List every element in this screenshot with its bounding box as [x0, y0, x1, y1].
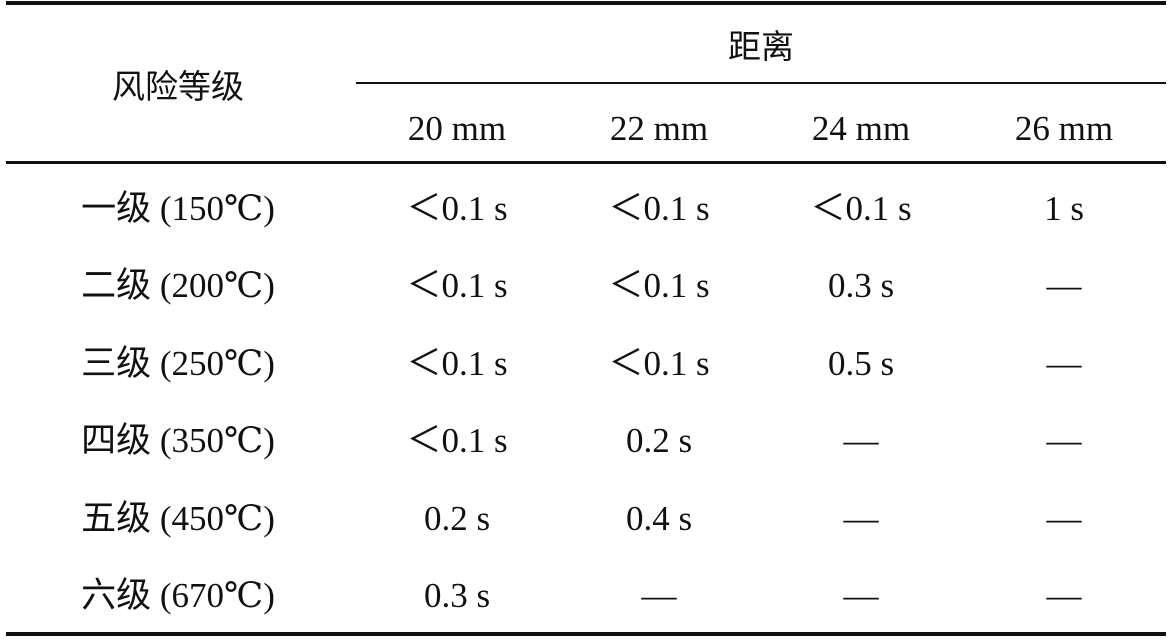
header-distance-24: 24 mm [811, 108, 911, 148]
time-cell: 0.2 s [625, 421, 693, 460]
time-cell: — [1046, 266, 1082, 305]
time-cell: ＜0.1 s [406, 188, 508, 228]
time-cell: — [1046, 576, 1082, 615]
risk-level-cell: 一级 (150℃) [81, 188, 275, 228]
header-risk-level: 风险等级 [112, 66, 244, 106]
time-cell: ＜0.1 s [406, 266, 508, 305]
time-cell: 0.3 s [423, 576, 491, 615]
time-cell: — [843, 421, 879, 460]
time-cell: ＜0.1 s [608, 343, 710, 383]
risk-level-cell: 六级 (670℃) [81, 576, 275, 615]
header-distance-22: 22 mm [609, 108, 709, 148]
time-cell: 1 s [1044, 188, 1084, 228]
header-distance: 距离 [728, 26, 794, 66]
time-cell: ＜0.1 s [608, 188, 710, 228]
time-cell: — [1046, 498, 1082, 538]
table-bottom-rule [6, 632, 1166, 636]
risk-level-cell: 二级 (200℃) [81, 266, 275, 305]
time-cell: 0.3 s [827, 266, 895, 305]
time-cell: — [1046, 421, 1082, 460]
time-cell: — [641, 576, 677, 615]
time-cell: ＜0.1 s [810, 188, 912, 228]
risk-level-cell: 四级 (350℃) [81, 421, 275, 460]
header-bottom-rule [6, 161, 1166, 164]
time-cell: 0.5 s [827, 343, 895, 383]
header-distance-26: 26 mm [1014, 108, 1114, 148]
distance-group-rule [356, 82, 1166, 84]
time-cell: 0.2 s [423, 498, 491, 538]
time-cell: 0.4 s [625, 498, 693, 538]
table-top-rule [6, 1, 1166, 5]
time-cell: — [1046, 343, 1082, 383]
header-distance-20: 20 mm [407, 108, 507, 148]
time-cell: ＜0.1 s [406, 421, 508, 460]
time-cell: — [843, 498, 879, 538]
time-cell: ＜0.1 s [406, 343, 508, 383]
risk-level-cell: 三级 (250℃) [81, 343, 275, 383]
time-cell: ＜0.1 s [608, 266, 710, 305]
risk-level-cell: 五级 (450℃) [81, 498, 275, 538]
time-cell: — [843, 576, 879, 615]
